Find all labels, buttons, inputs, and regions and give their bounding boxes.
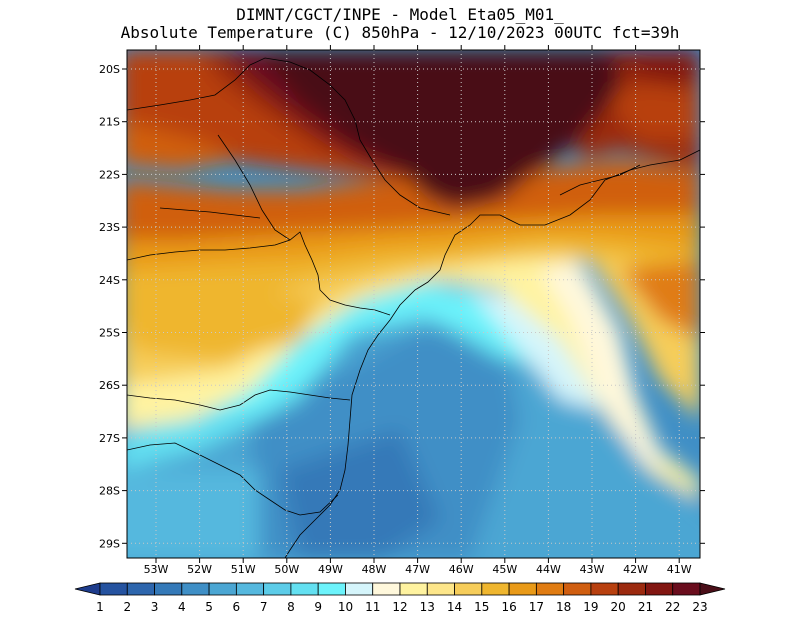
coastline xyxy=(284,149,700,558)
colorbar-swatch xyxy=(508,582,537,596)
colorbar-label: 21 xyxy=(638,600,653,614)
colorbar-swatch xyxy=(590,582,619,596)
colorbar-label: 14 xyxy=(447,600,462,614)
map-title-line1: DIMNT/CGCT/INPE - Model Eta05_M01_ xyxy=(236,5,564,24)
lon-label: 48W xyxy=(362,563,387,576)
colorbar-swatch xyxy=(126,582,155,596)
state-border-sp-pr xyxy=(127,231,391,316)
colorbar-swatch xyxy=(317,582,346,596)
colorbar-swatch xyxy=(372,582,401,596)
colorbar-label: 3 xyxy=(151,600,159,614)
colorbar-label: 15 xyxy=(474,600,489,614)
colorbar: 1 2 3 4 5 6 7 8 9 10 11 12 13 14 15 16 17 18 19 20 21 22 23 xyxy=(74,582,726,614)
colorbar-swatch xyxy=(426,582,455,596)
colorbar-label: 6 xyxy=(233,600,241,614)
colorbar-label: 5 xyxy=(205,600,213,614)
temperature-field xyxy=(127,50,700,558)
colorbar-swatch xyxy=(263,582,292,596)
colorbar-label: 19 xyxy=(583,600,598,614)
state-border-mg-sp xyxy=(127,57,451,216)
colorbar-label: 4 xyxy=(178,600,186,614)
lon-label: 46W xyxy=(449,563,474,576)
lon-label: 42W xyxy=(623,563,648,576)
colorbar-swatch xyxy=(672,582,701,596)
colorbar-label: 7 xyxy=(260,600,268,614)
lon-label: 50W xyxy=(274,563,299,576)
colorbar-label: 8 xyxy=(287,600,295,614)
colorbar-swatch xyxy=(290,582,319,596)
colorbar-label: 1 xyxy=(96,600,104,614)
colorbar-swatch xyxy=(154,582,183,596)
colorbar-swatch xyxy=(208,582,237,596)
lon-label: 45W xyxy=(492,563,517,576)
colorbar-swatch xyxy=(235,582,265,596)
colorbar-low-triangle xyxy=(74,582,101,596)
colorbar-label: 23 xyxy=(692,600,707,614)
colorbar-label: 17 xyxy=(529,600,544,614)
map-frame xyxy=(126,49,701,559)
colorbar-high-triangle xyxy=(699,582,726,596)
lon-label: 52W xyxy=(187,563,212,576)
colorbar-swatch xyxy=(345,582,374,596)
lat-label: 20S xyxy=(99,63,120,76)
colorbar-swatch xyxy=(99,582,128,596)
colorbar-swatch xyxy=(454,582,483,596)
lon-label: 44W xyxy=(536,563,561,576)
colorbar-label: 9 xyxy=(314,600,322,614)
lat-label: 22S xyxy=(99,168,120,181)
colorbar-swatch xyxy=(617,582,646,596)
colorbar-label: 22 xyxy=(665,600,680,614)
colorbar-label: 13 xyxy=(420,600,435,614)
colorbar-label: 10 xyxy=(338,600,353,614)
lon-label: 49W xyxy=(318,563,343,576)
colorbar-label: 2 xyxy=(123,600,131,614)
colorbar-label: 12 xyxy=(392,600,407,614)
axis-ticks: 20S 21S 22S 23S 24S 25S 26S 27S 28S 29S 53W 52W 51W 5… xyxy=(99,45,705,576)
lon-label: 53W xyxy=(144,563,169,576)
map-title-line2: Absolute Temperature (C) 850hPa - 12/10/… xyxy=(120,23,680,42)
colorbar-swatch xyxy=(399,582,428,596)
lon-label: 41W xyxy=(667,563,692,576)
lat-label: 29S xyxy=(99,537,120,550)
lon-label: 51W xyxy=(231,563,256,576)
border-pr-inner xyxy=(217,134,291,241)
rj-border xyxy=(559,164,641,196)
colorbar-swatch xyxy=(181,582,210,596)
lat-label: 23S xyxy=(99,221,120,234)
lat-label: 24S xyxy=(99,274,120,287)
lat-label: 27S xyxy=(99,432,120,445)
border-sp-inner xyxy=(159,207,261,219)
lon-label: 47W xyxy=(405,563,430,576)
lon-label: 43W xyxy=(580,563,605,576)
colorbar-swatch xyxy=(481,582,510,596)
lat-label: 25S xyxy=(99,327,120,340)
colorbar-label: 11 xyxy=(365,600,380,614)
colorbar-swatch xyxy=(645,582,674,596)
colorbar-label: 16 xyxy=(501,600,516,614)
boundaries xyxy=(127,57,700,558)
colorbar-swatch xyxy=(535,582,565,596)
graticule xyxy=(127,50,700,558)
lat-label: 28S xyxy=(99,485,120,498)
state-border-sc-rs xyxy=(127,442,339,516)
colorbar-label: 20 xyxy=(611,600,626,614)
colorbar-swatch xyxy=(563,582,592,596)
lat-label: 26S xyxy=(99,379,120,392)
state-border-pr-sc xyxy=(127,389,351,411)
lat-label: 21S xyxy=(99,116,120,129)
colorbar-label: 18 xyxy=(556,600,571,614)
